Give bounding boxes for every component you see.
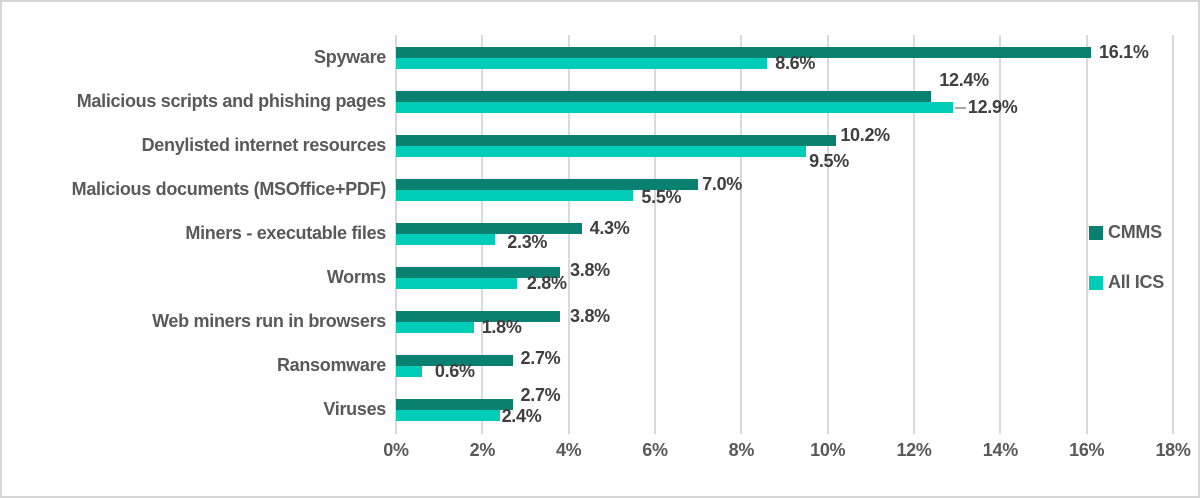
x-axis-tick-label: 8% bbox=[728, 440, 755, 460]
category-label: Miners - executable files bbox=[185, 223, 386, 243]
bar-value-label-cmms: 3.8% bbox=[570, 259, 610, 280]
bar-value-label-cmms: 2.7% bbox=[520, 347, 561, 368]
legend-item: All ICS bbox=[1089, 272, 1164, 293]
bar-cmms bbox=[396, 267, 561, 278]
x-axis-tick-label: 14% bbox=[982, 440, 1018, 460]
bar-value-label-cmms: 3.8% bbox=[570, 305, 610, 326]
legend-swatch-cmms bbox=[1089, 225, 1103, 240]
gridline bbox=[654, 35, 657, 434]
bar-cmms bbox=[396, 47, 1092, 58]
category-label: Web miners run in browsers bbox=[152, 311, 386, 331]
x-axis-tick-label: 18% bbox=[1155, 440, 1191, 460]
bar-value-label-allics: 1.8% bbox=[481, 316, 522, 337]
bar-value-label-allics: 2.8% bbox=[526, 272, 567, 293]
bar-cmms bbox=[396, 355, 513, 366]
bar-value-label-cmms: 7.0% bbox=[702, 173, 743, 194]
category-label: Malicious scripts and phishing pages bbox=[76, 91, 387, 111]
bar-value-label-cmms: 2.7% bbox=[520, 384, 561, 405]
category-label: Ransomware bbox=[276, 355, 386, 375]
category-label: Spyware bbox=[314, 47, 386, 67]
category-label: Malicious documents (MSOffice+PDF) bbox=[71, 179, 387, 199]
x-axis-tick-label: 10% bbox=[810, 440, 846, 460]
bar-allics bbox=[396, 322, 474, 333]
bar-value-label-cmms: 12.4% bbox=[939, 69, 989, 90]
gridline bbox=[740, 35, 743, 434]
category-label: Denylisted internet resources bbox=[141, 135, 387, 155]
bar-allics bbox=[396, 102, 953, 113]
gridline bbox=[826, 35, 829, 434]
legend: CMMS All ICS bbox=[1089, 222, 1164, 322]
category-label: Worms bbox=[326, 267, 386, 287]
x-axis-tick-label: 6% bbox=[642, 440, 668, 460]
legend-swatch-all-ics bbox=[1089, 275, 1103, 290]
legend-label: CMMS bbox=[1108, 222, 1162, 242]
bar-cmms bbox=[396, 311, 561, 322]
bar-value-label-cmms: 4.3% bbox=[589, 217, 630, 238]
bar-cmms bbox=[396, 223, 582, 234]
gridline bbox=[999, 35, 1002, 434]
x-axis-tick-label: 2% bbox=[469, 440, 496, 460]
bar-cmms bbox=[396, 135, 837, 146]
bar-value-label-cmms: 16.1% bbox=[1099, 41, 1149, 62]
bar-allics bbox=[396, 190, 634, 201]
bar-value-label-allics: 2.3% bbox=[507, 231, 548, 252]
bar-allics bbox=[396, 366, 422, 377]
bar-cmms bbox=[396, 179, 699, 190]
bar-allics bbox=[396, 410, 500, 421]
gridline bbox=[1085, 35, 1088, 434]
x-axis-tick-label: 4% bbox=[555, 440, 582, 460]
bar-value-label-allics: 0.6% bbox=[434, 360, 475, 381]
bar-value-label-cmms: 10.2% bbox=[840, 124, 890, 145]
gridline bbox=[567, 35, 570, 434]
legend-item: CMMS bbox=[1089, 222, 1164, 243]
bar-allics bbox=[396, 58, 768, 69]
gridline bbox=[1172, 35, 1175, 434]
bar-allics bbox=[396, 146, 807, 157]
bar-value-label-allics: 5.5% bbox=[641, 186, 682, 207]
gridline bbox=[913, 35, 916, 434]
bar-value-label-allics: 12.9% bbox=[967, 96, 1018, 117]
x-axis-tick-label: 0% bbox=[383, 440, 409, 460]
x-axis-tick-label: 12% bbox=[896, 440, 932, 460]
bar-allics bbox=[396, 278, 517, 289]
bar-value-label-allics: 8.6% bbox=[775, 52, 816, 73]
legend-label: All ICS bbox=[1108, 272, 1164, 292]
bar-value-label-allics: 2.4% bbox=[501, 405, 542, 426]
x-axis-tick-label: 16% bbox=[1069, 440, 1105, 460]
bar-cmms bbox=[396, 91, 932, 102]
leader-line bbox=[954, 107, 966, 109]
bar-value-label-allics: 9.5% bbox=[809, 150, 849, 171]
category-label: Viruses bbox=[323, 399, 386, 419]
bar-cmms bbox=[396, 399, 513, 410]
bar-allics bbox=[396, 234, 496, 245]
